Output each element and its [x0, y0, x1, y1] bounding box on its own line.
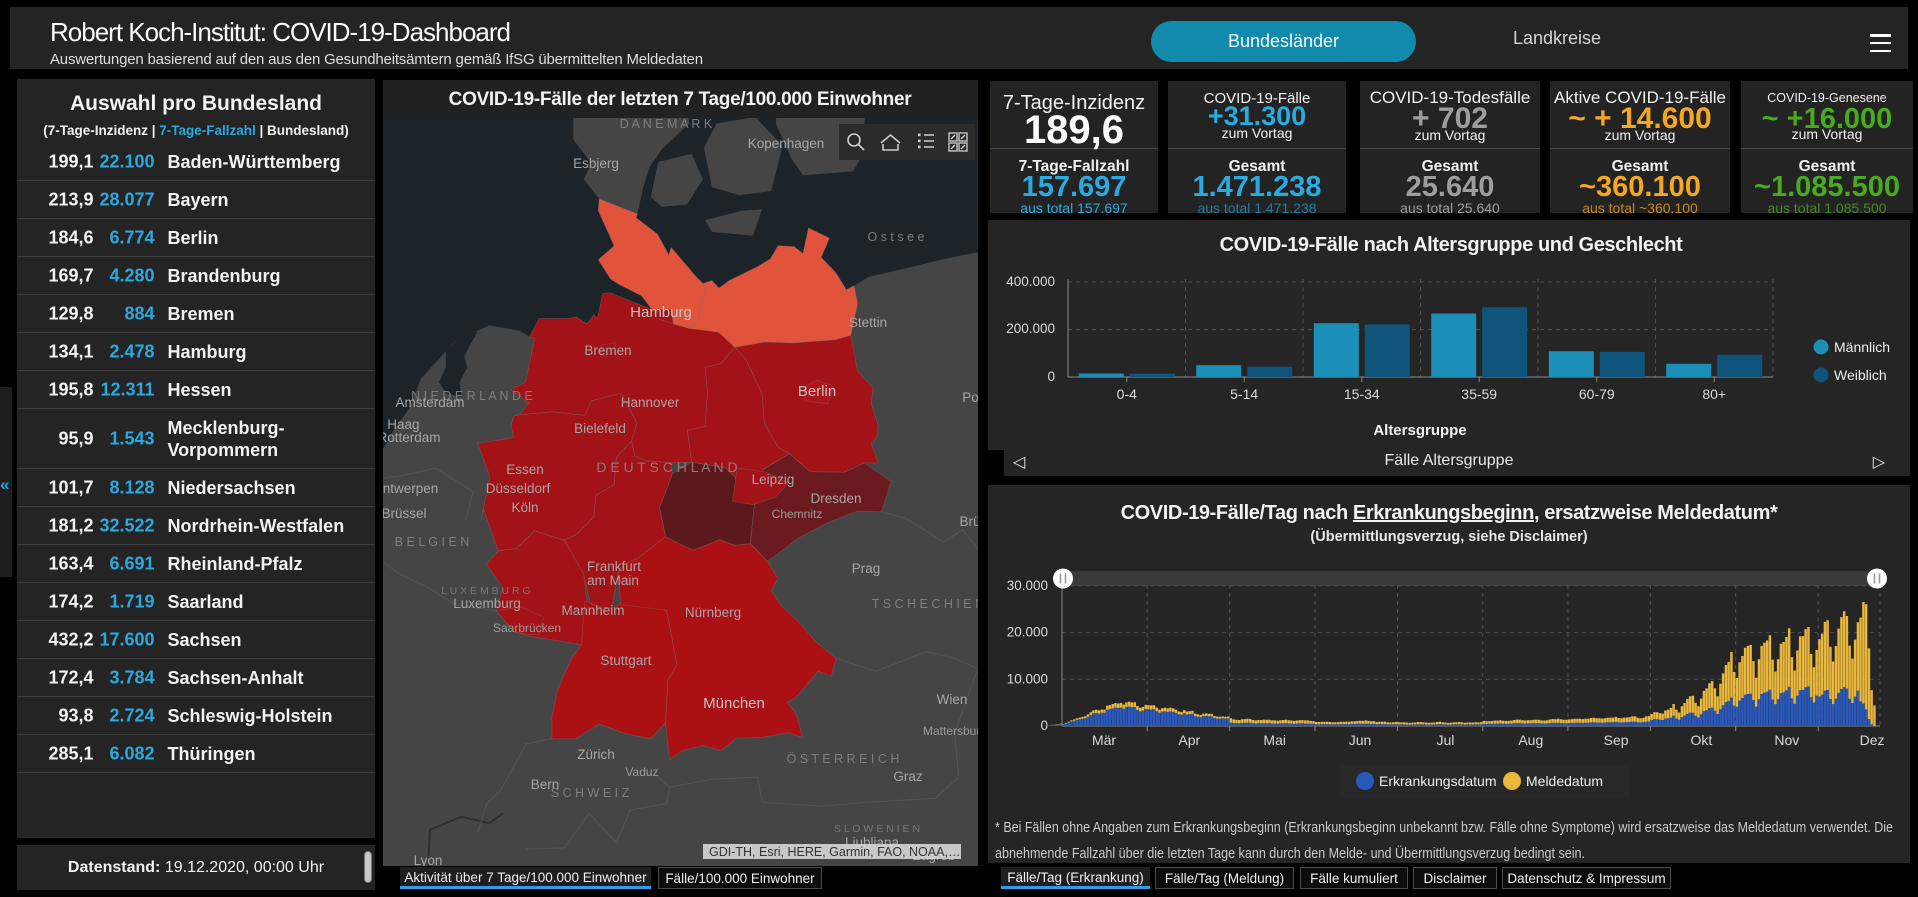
svg-text:Pol: Pol: [962, 390, 978, 405]
svg-text:Stuttgart: Stuttgart: [600, 653, 651, 668]
svg-text:Hannover: Hannover: [621, 395, 680, 410]
svg-text:15-34: 15-34: [1344, 386, 1380, 402]
svg-text:10.000: 10.000: [1007, 671, 1048, 686]
svg-text:Graz: Graz: [893, 769, 923, 784]
svg-text:* Bei Fällen ohne Angaben zum: * Bei Fällen ohne Angaben zum Erkrankung…: [995, 820, 1893, 836]
svg-text:abnehmende Fallzahl über die l: abnehmende Fallzahl über die letzten Tag…: [995, 844, 1585, 862]
svg-text:Jun: Jun: [1349, 732, 1372, 748]
svg-text:Luxemburg: Luxemburg: [453, 596, 521, 611]
svg-text:Frankfurt: Frankfurt: [587, 559, 641, 574]
svg-text:S C H W E I Z: S C H W E I Z: [551, 786, 630, 800]
svg-text:Leipzig: Leipzig: [752, 472, 795, 487]
svg-text:Nov: Nov: [1774, 732, 1799, 748]
svg-text:Jul: Jul: [1436, 732, 1454, 748]
svg-text:35-59: 35-59: [1461, 386, 1497, 402]
svg-text:Erkrankungsdatum: Erkrankungsdatum: [1379, 773, 1497, 789]
svg-text:Mannheim: Mannheim: [561, 603, 624, 618]
svg-text:L U X E M B U R G: L U X E M B U R G: [441, 585, 530, 597]
svg-text:Sep: Sep: [1604, 732, 1629, 748]
svg-text:B E L G I E N: B E L G I E N: [395, 535, 470, 549]
svg-text:Prag: Prag: [852, 561, 881, 576]
svg-text:Mattersburg: Mattersburg: [923, 724, 978, 738]
svg-text:Apr: Apr: [1178, 732, 1200, 748]
svg-text:Mär: Mär: [1092, 732, 1116, 748]
svg-text:Mai: Mai: [1263, 732, 1286, 748]
svg-text:Meldedatum: Meldedatum: [1526, 773, 1603, 789]
svg-text:0-4: 0-4: [1117, 386, 1137, 402]
svg-text:Bielefeld: Bielefeld: [574, 421, 626, 436]
svg-text:D E U T S C H L A N D: D E U T S C H L A N D: [596, 459, 737, 475]
svg-text:Zürich: Zürich: [577, 747, 615, 762]
svg-text:Lyon: Lyon: [414, 853, 443, 866]
svg-text:COVID-19-Fälle/Tag nach Erkran: COVID-19-Fälle/Tag nach Erkrankungsbegin…: [1121, 502, 1778, 524]
svg-text:Ö S T E R R E I C H: Ö S T E R R E I C H: [787, 752, 900, 766]
svg-text:COVID-19-Fälle der letzten 7 T: COVID-19-Fälle der letzten 7 Tage/100.00…: [449, 89, 913, 110]
svg-text:(Übermittlungsverzug, siehe Di: (Übermittlungsverzug, siehe Disclaimer): [1310, 528, 1587, 545]
svg-text:Vaduz: Vaduz: [625, 765, 658, 779]
svg-text:Essen: Essen: [506, 462, 544, 477]
svg-text:30.000: 30.000: [1007, 578, 1048, 593]
svg-text:0: 0: [1047, 369, 1055, 384]
svg-text:200.000: 200.000: [1006, 321, 1055, 336]
svg-text:Dresden: Dresden: [810, 491, 861, 506]
svg-text:N I E D E R L A N D E: N I E D E R L A N D E: [411, 389, 533, 403]
svg-text:Männlich: Männlich: [1834, 339, 1890, 355]
svg-text:80+: 80+: [1702, 386, 1726, 402]
svg-text:Antwerpen: Antwerpen: [383, 481, 438, 496]
svg-text:D A N E M A R K: D A N E M A R K: [620, 117, 713, 131]
svg-text:Brü: Brü: [959, 514, 978, 529]
svg-text:Dez: Dez: [1860, 732, 1885, 748]
svg-text:Bern: Bern: [531, 777, 560, 792]
svg-text:Wien: Wien: [937, 692, 968, 707]
svg-text:400.000: 400.000: [1006, 274, 1055, 289]
svg-text:Nürnberg: Nürnberg: [685, 605, 741, 620]
svg-text:60-79: 60-79: [1579, 386, 1615, 402]
svg-text:Chemnitz: Chemnitz: [772, 507, 823, 521]
svg-text:am Main: am Main: [587, 573, 639, 588]
svg-text:5-14: 5-14: [1230, 386, 1258, 402]
svg-text:20.000: 20.000: [1007, 625, 1048, 640]
svg-text:Stettin: Stettin: [849, 315, 887, 330]
svg-text:Weiblich: Weiblich: [1834, 367, 1887, 383]
svg-text:Altersgruppe: Altersgruppe: [1373, 422, 1466, 439]
svg-text:0: 0: [1040, 718, 1048, 733]
svg-text:Esbjerg: Esbjerg: [573, 156, 619, 171]
svg-text:S L O W E N I E N: S L O W E N I E N: [834, 823, 920, 835]
svg-text:Köln: Köln: [511, 500, 538, 515]
svg-text:Hamburg: Hamburg: [630, 304, 692, 321]
svg-text:Aug: Aug: [1518, 732, 1543, 748]
svg-text:Düsseldorf: Düsseldorf: [486, 481, 551, 496]
svg-text:Bremen: Bremen: [584, 343, 631, 358]
svg-text:COVID-19-Fälle nach Altersgrup: COVID-19-Fälle nach Altersgruppe und Ges…: [1220, 234, 1684, 256]
svg-text:Amsterdam: Amsterdam: [395, 395, 464, 410]
svg-text:Brüssel: Brüssel: [383, 506, 427, 521]
svg-text:Berlin: Berlin: [798, 383, 836, 400]
svg-text:Kopenhagen: Kopenhagen: [748, 136, 825, 151]
svg-text:en Haag: en Haag: [383, 417, 420, 432]
svg-text:Okt: Okt: [1691, 732, 1713, 748]
svg-text:München: München: [703, 695, 765, 712]
svg-text:GDI-TH, Esri, HERE, Garmin, FA: GDI-TH, Esri, HERE, Garmin, FAO, NOAA,…: [709, 845, 960, 859]
svg-text:T S C H E C H I E N: T S C H E C H I E N: [872, 597, 978, 611]
svg-text:O s t s e e: O s t s e e: [868, 230, 925, 244]
svg-text:Saarbrücken: Saarbrücken: [493, 621, 561, 635]
svg-text:Rotterdam: Rotterdam: [383, 430, 441, 445]
